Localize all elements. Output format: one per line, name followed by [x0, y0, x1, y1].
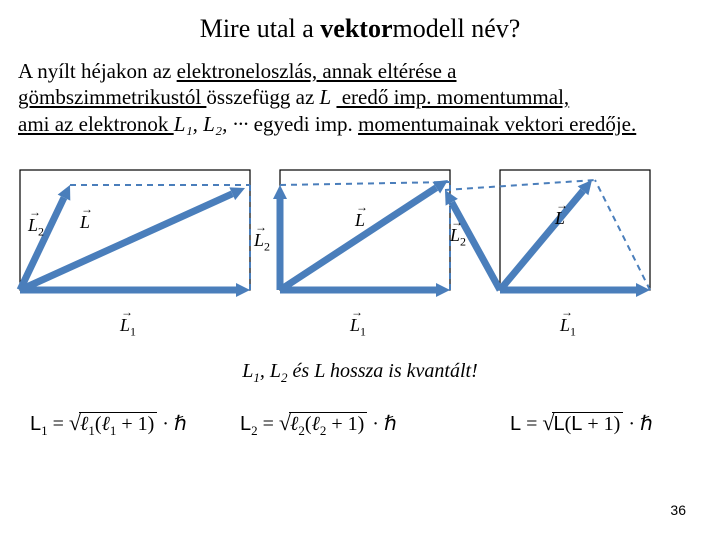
- q-a: és: [293, 360, 310, 382]
- vector-label-L: →L: [355, 210, 365, 231]
- page-number: 36: [670, 502, 686, 518]
- formula-L: L = √L(L + 1) ·: [510, 410, 653, 436]
- vector-label-L1: →L1: [560, 315, 576, 340]
- quantized-caption: L1, L2 és L hossza is kvantált!: [0, 360, 720, 386]
- p-line1a: A nyílt héjakon az: [18, 59, 177, 83]
- p-line3a: ami az elektronok: [18, 112, 174, 136]
- q-b: hossza is kvantált!: [330, 360, 478, 382]
- vector-label-L2: →L2: [450, 225, 466, 250]
- title-bold: vektor: [320, 14, 392, 43]
- p-line3u: momentumainak vektori eredője.: [358, 112, 636, 136]
- vector-label-L1: →L1: [120, 315, 136, 340]
- p-line2b: összefügg az: [206, 85, 319, 109]
- p-line3-syms: L₁, L₂, ···: [174, 112, 249, 136]
- vector-diagrams: →L2 →L →L1 →L2 →L →L1 →L2 →L →L1: [20, 170, 700, 340]
- vector-label-L: →L: [555, 208, 565, 229]
- vector-label-L1: →L1: [350, 315, 366, 340]
- p-line2c: eredő imp. momentummal,: [336, 85, 569, 109]
- title-pre: Mire utal a: [200, 14, 321, 43]
- formula-L1: L1 = √ℓ1(ℓ1 + 1) ·: [30, 410, 187, 439]
- vector-label-L2: →L2: [254, 230, 270, 255]
- vector-label-L: →L: [80, 212, 90, 233]
- title-post: modell név?: [392, 14, 520, 43]
- vector-label-L2: →L2: [28, 215, 44, 240]
- formula-L2: L2 = √ℓ2(ℓ2 + 1) ·: [240, 410, 397, 439]
- formulae-row: L1 = √ℓ1(ℓ1 + 1) · L2 = √ℓ2(ℓ2 + 1) · L …: [30, 410, 690, 470]
- p-line2-sym: L: [320, 85, 332, 109]
- p-line2a: gömbszimmetrikustól: [18, 85, 206, 109]
- p-line1u: elektroneloszlás, annak eltérése a: [177, 59, 457, 83]
- body-paragraph: A nyílt héjakon az elektroneloszlás, ann…: [18, 58, 708, 137]
- vector-panel-3: →L2→L→L1: [500, 170, 720, 330]
- slide-title: Mire utal a vektormodell név?: [0, 14, 720, 44]
- p-line3b: egyedi imp.: [248, 112, 358, 136]
